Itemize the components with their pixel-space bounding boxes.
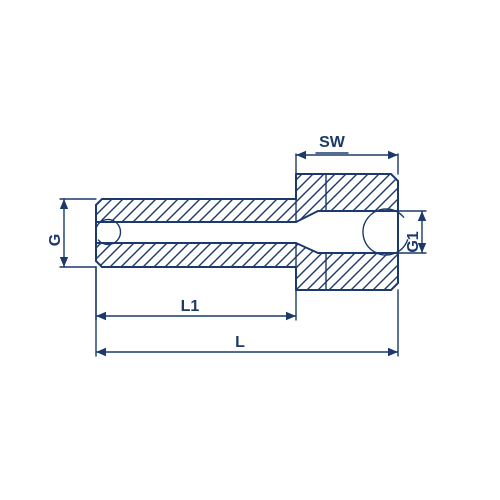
dim-label-g1: G1 (405, 231, 422, 252)
section-hatch (0, 150, 500, 330)
dim-label-sw: SW (319, 134, 346, 151)
section-hatch (0, 150, 500, 330)
section-hatch (0, 150, 500, 330)
section-hatch (0, 150, 500, 330)
dim-label-g: G (47, 234, 64, 246)
dim-label-l1: L1 (181, 298, 200, 315)
dim-label-l: L (235, 334, 245, 351)
section-hatch (0, 150, 500, 330)
technical-drawing: SW G G1 L1 L (0, 0, 500, 500)
section-hatch (0, 150, 500, 330)
